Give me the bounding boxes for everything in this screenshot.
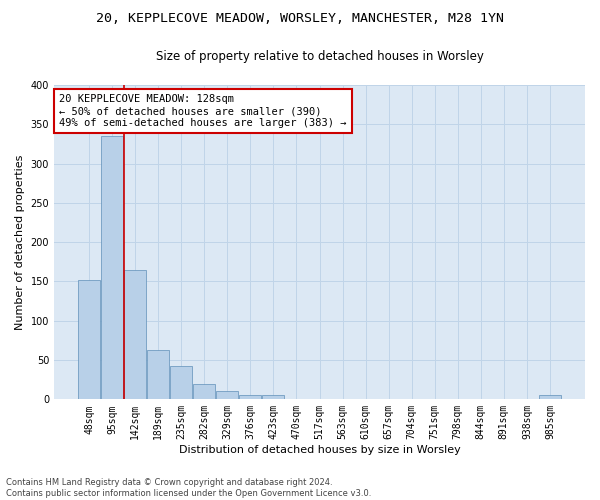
Text: Contains HM Land Registry data © Crown copyright and database right 2024.
Contai: Contains HM Land Registry data © Crown c… [6, 478, 371, 498]
Y-axis label: Number of detached properties: Number of detached properties [15, 154, 25, 330]
Text: 20, KEPPLECOVE MEADOW, WORSLEY, MANCHESTER, M28 1YN: 20, KEPPLECOVE MEADOW, WORSLEY, MANCHEST… [96, 12, 504, 26]
Bar [217, 390, 238, 400]
Bar [239, 396, 262, 400]
Bar [147, 350, 169, 400]
Bar [78, 280, 100, 400]
Bar [124, 270, 146, 400]
Title: Size of property relative to detached houses in Worsley: Size of property relative to detached ho… [155, 50, 484, 63]
Text: 20 KEPPLECOVE MEADOW: 128sqm
← 50% of detached houses are smaller (390)
49% of s: 20 KEPPLECOVE MEADOW: 128sqm ← 50% of de… [59, 94, 347, 128]
X-axis label: Distribution of detached houses by size in Worsley: Distribution of detached houses by size … [179, 445, 460, 455]
Bar [262, 396, 284, 400]
Bar [170, 366, 192, 400]
Bar [193, 384, 215, 400]
Bar [101, 136, 123, 400]
Bar [539, 396, 561, 400]
